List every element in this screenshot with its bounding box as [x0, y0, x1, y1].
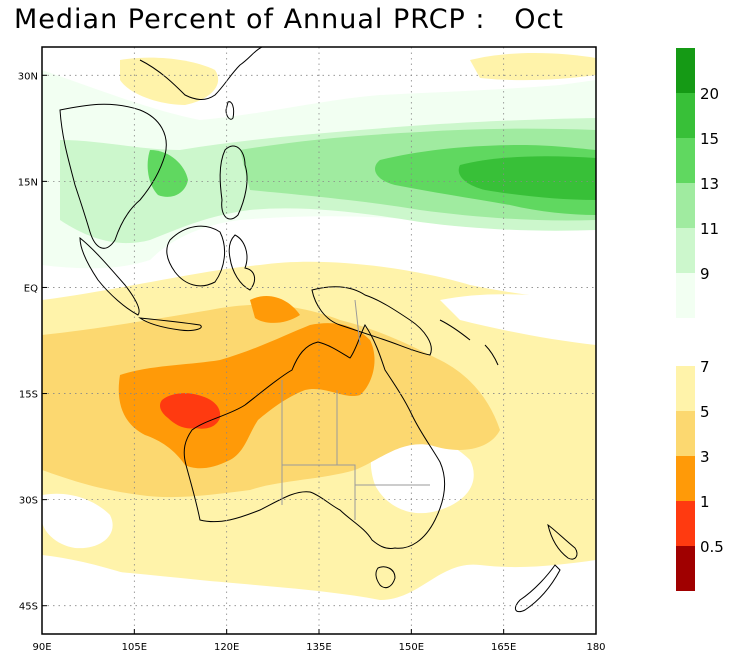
x-axis-labels: 90E 105E 120E 135E 150E 165E 180: [32, 629, 606, 653]
precip-field-orange: [118, 323, 375, 469]
colorbar-label: 3: [700, 448, 710, 466]
colorbar-label: 15: [700, 130, 719, 148]
colorbar-swatch: [676, 546, 695, 591]
y-tick-label: 30N: [18, 71, 38, 82]
colorbar-label: 1: [700, 493, 710, 511]
china-coastline: [139, 47, 263, 100]
colorbar-swatch: [676, 456, 695, 501]
colorbar-label: 9: [700, 265, 710, 283]
x-tick-label: 165E: [491, 642, 516, 653]
y-tick-label: 30S: [19, 496, 38, 507]
colorbar-swatch: [676, 228, 695, 273]
x-tick-label: 105E: [122, 642, 147, 653]
borneo-coastline: [166, 225, 226, 287]
pacific-islands-coastline: [439, 319, 499, 366]
colorbar-swatch: [676, 183, 695, 228]
indochina-coastline: [59, 103, 167, 249]
colorbar-swatch: [676, 501, 695, 546]
colorbar-label: 5: [700, 403, 710, 421]
y-tick-label: 15S: [19, 390, 38, 401]
precip-field-white-patch: [440, 294, 596, 345]
colorbar-label: 7: [700, 358, 710, 376]
new-zealand-south-coastline: [514, 564, 561, 613]
philippines-coastline: [219, 145, 248, 220]
y-tick-label: 45S: [19, 602, 38, 613]
map-field: [42, 47, 596, 634]
colorbar-label: 13: [700, 175, 719, 193]
x-tick-label: 120E: [214, 642, 239, 653]
colorbar-swatch: [676, 48, 695, 93]
coastlines: [59, 47, 578, 613]
precip-field-white-patch: [42, 493, 113, 549]
state-borders: [281, 299, 430, 520]
colorbar-swatch: [676, 138, 695, 183]
x-tick-label: 150E: [399, 642, 424, 653]
precip-field-green-asia: [147, 150, 188, 197]
colorbar-label: 20: [700, 85, 719, 103]
new-zealand-coastline: [547, 523, 578, 560]
sumatra-coastline: [79, 236, 140, 316]
y-tick-label: 15N: [18, 177, 38, 188]
precip-field-red: [160, 393, 221, 429]
precip-field-orange-north: [250, 295, 300, 323]
x-tick-label: 90E: [32, 642, 51, 653]
colorbar-swatch: [676, 366, 695, 411]
precip-field-dark-green: [458, 156, 596, 200]
map-title: Median Percent of Annual PRCP : Oct: [14, 4, 564, 35]
colorbar-swatch: [676, 93, 695, 138]
sulawesi-coastline: [228, 234, 256, 291]
colorbar-upper: 9 11 13 15 20: [676, 48, 719, 318]
precip-field-yellow-northeast: [470, 53, 596, 81]
colorbar-swatch: [676, 273, 695, 318]
y-tick-label: EQ: [24, 283, 38, 294]
y-axis-labels: 30N 15N EQ 15S 30S 45S: [18, 71, 47, 613]
java-coastline: [138, 317, 202, 331]
colorbar-label: 0.5: [700, 538, 724, 556]
x-tick-label: 180: [586, 642, 605, 653]
colorbar-swatch: [676, 411, 695, 456]
colorbar-label: 11: [700, 220, 719, 238]
precip-field-white-patch: [370, 436, 474, 514]
precip-field-yellow-northwest: [120, 57, 219, 105]
x-tick-label: 135E: [306, 642, 331, 653]
colorbar-lower: 0.5 1 3 5 7: [676, 358, 724, 591]
new-guinea-coastline: [311, 286, 432, 356]
precip-field-white-south: [42, 555, 596, 634]
tasmania-coastline: [375, 566, 396, 589]
australia-coastline: [183, 324, 446, 549]
